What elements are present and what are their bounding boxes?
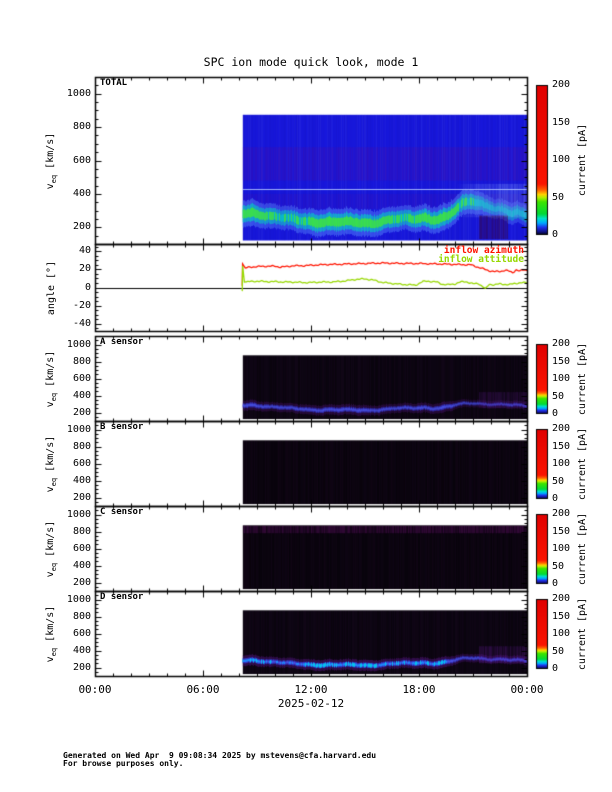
colorbar-tick-total-200: 200: [552, 79, 571, 90]
y-axis-label-b: veq [km/s]: [45, 435, 58, 492]
colorbar-tick-b-100: 100: [552, 458, 571, 469]
panel-title-a: A sensor: [100, 337, 144, 347]
legend-inflow-azimuth: inflow azimuth: [443, 245, 524, 256]
colorbar-tick-c-50: 50: [552, 560, 565, 572]
y-tick-d-600: 600: [72, 627, 91, 639]
page-title: SPC ion mode quick look, mode 1: [203, 55, 419, 69]
y-tick-a-600: 600: [72, 372, 91, 384]
y-tick-b-600: 600: [72, 457, 91, 469]
colorbar-tick-c-200: 200: [552, 508, 571, 519]
y-tick-b-800: 800: [72, 440, 91, 452]
panel-title-b: B sensor: [100, 422, 144, 432]
x-tick-0: 00:00: [78, 683, 112, 696]
colorbar-tick-a-50: 50: [552, 390, 565, 402]
panel-title-c: C sensor: [100, 507, 144, 517]
panel-title-d: D sensor: [100, 592, 144, 602]
colorbar-label-c: current [pA]: [577, 512, 588, 586]
colorbar-tick-c-100: 100: [552, 543, 571, 554]
x-tick-3: 18:00: [402, 683, 436, 696]
colorbar-tick-b-0: 0: [552, 493, 559, 504]
y-tick-c-800: 800: [72, 525, 91, 537]
y-tick-c-1000: 1000: [66, 508, 91, 520]
colorbar-tick-a-100: 100: [552, 373, 571, 384]
y-tick-d-200: 200: [72, 661, 91, 673]
y-tick-angle-0: 0: [84, 281, 91, 293]
legend-inflow-attitude: inflow attitude: [438, 254, 524, 265]
y-axis-label-c: veq [km/s]: [45, 520, 58, 577]
y-tick-a-800: 800: [72, 355, 91, 367]
y-tick-a-1000: 1000: [66, 338, 91, 350]
x-tick-2: 12:00: [294, 683, 328, 696]
y-axis-label-a: veq [km/s]: [45, 350, 58, 407]
colorbar-tick-b-50: 50: [552, 475, 565, 487]
colorbar-tick-d-150: 150: [552, 610, 571, 622]
x-axis-date-label: 2025-02-12: [277, 697, 345, 710]
y-axis-label-total: veq [km/s]: [45, 132, 58, 189]
y-tick-c-400: 400: [72, 559, 91, 571]
y-tick-d-400: 400: [72, 644, 91, 656]
y-axis-label-d: veq [km/s]: [45, 605, 58, 662]
y-tick-d-1000: 1000: [66, 593, 91, 605]
y-tick-total-600: 600: [72, 154, 91, 166]
y-axis-label-angle: angle [°]: [46, 260, 57, 315]
y-tick-angle-40: 40: [78, 245, 91, 257]
y-tick-total-400: 400: [72, 187, 91, 199]
colorbar-tick-total-50: 50: [552, 191, 565, 203]
footer-browse-line: For browse purposes only.: [63, 759, 184, 768]
colorbar-tick-c-0: 0: [552, 578, 559, 589]
x-tick-4: 00:00: [510, 683, 544, 696]
colorbar-tick-c-150: 150: [552, 525, 571, 537]
y-tick-d-800: 800: [72, 610, 91, 622]
y-tick-angle--20: -20: [72, 299, 91, 311]
colorbar-tick-a-200: 200: [552, 338, 571, 349]
y-tick-c-200: 200: [72, 576, 91, 588]
x-tick-1: 06:00: [186, 683, 220, 696]
colorbar-tick-d-200: 200: [552, 593, 571, 604]
colorbar-label-total: current [pA]: [577, 123, 588, 197]
colorbar-tick-a-150: 150: [552, 355, 571, 367]
colorbar-tick-total-100: 100: [552, 154, 571, 165]
y-tick-angle--40: -40: [72, 317, 91, 329]
y-tick-a-200: 200: [72, 406, 91, 418]
colorbar-tick-b-200: 200: [552, 423, 571, 434]
colorbar-label-a: current [pA]: [577, 342, 588, 416]
colorbar-tick-b-150: 150: [552, 440, 571, 452]
colorbar-tick-total-0: 0: [552, 229, 559, 240]
y-tick-b-400: 400: [72, 474, 91, 486]
colorbar-tick-d-0: 0: [552, 663, 559, 674]
y-tick-total-1000: 1000: [66, 87, 91, 99]
y-tick-b-200: 200: [72, 491, 91, 503]
colorbar-tick-total-150: 150: [552, 116, 571, 128]
y-tick-a-400: 400: [72, 389, 91, 401]
y-tick-total-800: 800: [72, 121, 91, 133]
colorbar-tick-d-50: 50: [552, 645, 565, 657]
colorbar-tick-d-100: 100: [552, 628, 571, 639]
panel-title-total: TOTAL: [100, 78, 128, 88]
y-tick-c-600: 600: [72, 542, 91, 554]
colorbar-label-d: current [pA]: [577, 597, 588, 671]
y-tick-b-1000: 1000: [66, 423, 91, 435]
y-tick-total-200: 200: [72, 221, 91, 233]
y-tick-angle-20: 20: [78, 263, 91, 275]
colorbar-label-b: current [pA]: [577, 427, 588, 501]
footer-generated-line: Generated on Wed Apr 9 09:08:34 2025 by …: [63, 751, 377, 760]
colorbar-tick-a-0: 0: [552, 408, 559, 419]
